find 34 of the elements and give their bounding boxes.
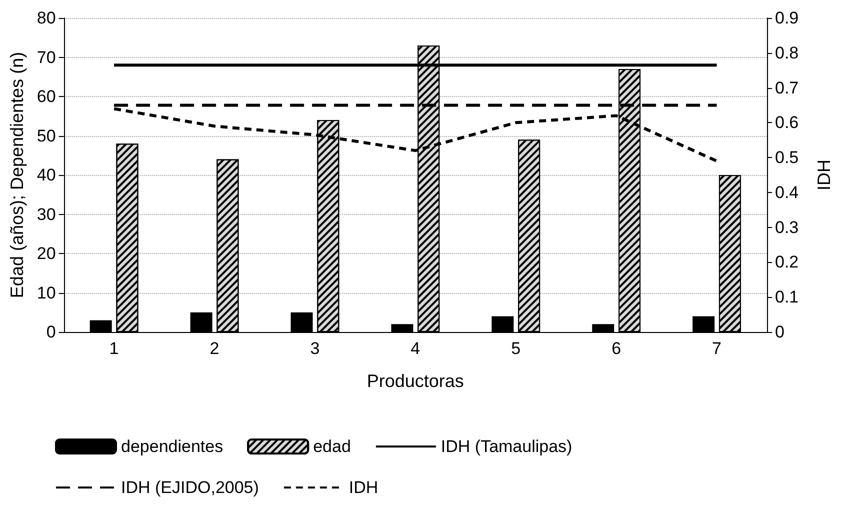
y-axis-title: Edad (años); Dependientes (n) [7,52,27,298]
y2-tick-label: 0.6 [775,113,799,132]
y2-tick-label: 0.5 [775,148,799,168]
y-tick-label: 10 [36,283,56,302]
legend-label: IDH [348,478,378,497]
x-tick-label: 3 [310,339,320,358]
y2-tick-label: 0.3 [775,218,799,237]
legend-label: IDH (EJIDO,2005) [121,478,259,497]
y2-tick-label: 0.7 [775,78,799,98]
y2-tick-label: 0.4 [775,182,799,202]
x-tick-label: 2 [210,339,220,358]
x-tick-label: 5 [511,339,521,358]
x-tick-label: 4 [410,339,420,358]
y-tick-label: 0 [46,322,56,342]
x-tick-label: 7 [712,339,722,358]
legend-label: IDH (Tamaulipas) [440,437,572,456]
y-tick-label: 70 [36,48,56,67]
legend-label: edad [313,437,351,456]
x-tick-label: 6 [612,339,622,358]
x-axis-title: Productoras [366,371,464,391]
y2-tick-label: 0.8 [775,43,799,62]
y-tick-label: 80 [36,8,56,28]
legend-label: dependientes [121,437,224,456]
y2-tick-label: 0.1 [775,288,799,307]
y-tick-label: 30 [36,204,56,224]
y2-tick-label: 0 [775,322,784,342]
y-tick-label: 50 [36,126,56,146]
x-tick-label: 1 [109,339,119,358]
y-tick-label: 20 [36,244,56,263]
y2-axis-title: IDH [814,160,834,190]
y-tick-label: 40 [36,166,56,184]
y2-tick-label: 0.9 [775,8,799,28]
y2-tick-label: 0.2 [775,252,799,272]
y-tick-label: 60 [36,87,56,106]
